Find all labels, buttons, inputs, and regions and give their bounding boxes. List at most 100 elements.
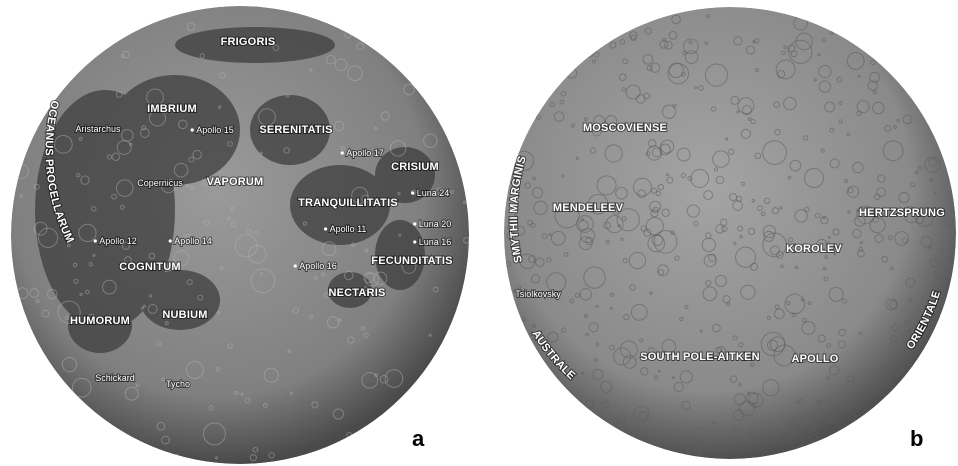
crater xyxy=(616,208,640,232)
crater xyxy=(401,259,417,274)
crater xyxy=(46,288,58,300)
crater xyxy=(712,421,717,425)
crater xyxy=(164,321,169,326)
crater xyxy=(254,230,259,236)
crater xyxy=(712,323,721,333)
crater xyxy=(506,231,517,241)
crater xyxy=(73,278,79,284)
crater xyxy=(576,215,594,233)
crater xyxy=(740,181,745,187)
crater xyxy=(720,218,728,226)
crater xyxy=(803,167,825,189)
crater xyxy=(852,228,862,239)
crater xyxy=(203,220,210,226)
crater xyxy=(748,392,764,408)
crater xyxy=(76,173,81,178)
crater xyxy=(84,289,90,295)
crater xyxy=(642,53,654,65)
crater xyxy=(234,234,258,258)
crater xyxy=(344,270,354,281)
crater xyxy=(824,101,836,113)
feature-label: APOLLO xyxy=(791,353,838,365)
crater xyxy=(732,427,736,431)
crater xyxy=(639,338,644,343)
crater xyxy=(826,376,830,380)
crater xyxy=(827,416,835,424)
crater xyxy=(148,252,156,260)
crater xyxy=(762,232,787,258)
crater xyxy=(649,62,661,73)
crater xyxy=(670,230,675,235)
feature-label: CRISIUM xyxy=(391,161,439,173)
crater xyxy=(705,14,710,18)
crater xyxy=(311,401,319,409)
crater xyxy=(78,223,97,243)
crater xyxy=(751,198,756,203)
crater xyxy=(517,285,522,290)
crater xyxy=(924,156,941,173)
crater xyxy=(876,187,887,198)
crater xyxy=(657,369,661,373)
crater xyxy=(619,39,626,45)
crater xyxy=(289,391,293,395)
crater xyxy=(593,357,598,362)
feature-label: SOUTH POLE-AITKEN xyxy=(640,351,760,363)
crater xyxy=(655,190,662,197)
crater xyxy=(784,293,806,315)
crater xyxy=(736,110,740,114)
crater xyxy=(622,58,629,65)
crater xyxy=(787,44,796,53)
crater xyxy=(609,292,615,297)
crater xyxy=(111,152,120,161)
crater xyxy=(185,360,204,379)
crater xyxy=(615,186,628,200)
crater xyxy=(676,147,691,162)
crater xyxy=(853,401,859,406)
crater xyxy=(702,286,718,302)
crater xyxy=(227,141,233,147)
crater xyxy=(637,189,647,199)
crater xyxy=(771,207,779,215)
crater xyxy=(890,266,894,271)
crater xyxy=(717,346,726,355)
crater xyxy=(814,212,821,219)
crater xyxy=(762,140,787,166)
feature-label: NUBIUM xyxy=(162,309,207,321)
crater xyxy=(661,208,670,217)
crater xyxy=(161,178,176,194)
crater xyxy=(928,245,932,250)
crater xyxy=(888,300,898,310)
crater xyxy=(177,119,188,130)
crater xyxy=(859,240,864,245)
crater xyxy=(732,335,738,341)
crater xyxy=(773,101,781,109)
crater xyxy=(629,284,636,291)
crater xyxy=(738,341,744,348)
crater xyxy=(783,45,787,49)
crater xyxy=(230,206,235,211)
crater xyxy=(837,340,846,349)
crater xyxy=(681,400,691,411)
crater xyxy=(671,14,681,25)
crater xyxy=(783,96,797,111)
crater xyxy=(766,315,772,320)
crater xyxy=(674,255,680,261)
site-dot xyxy=(168,239,172,243)
crater xyxy=(679,316,684,322)
crater xyxy=(684,50,699,64)
crater xyxy=(750,119,756,125)
crater xyxy=(546,257,552,263)
crater xyxy=(853,215,866,227)
crater xyxy=(596,175,617,196)
crater xyxy=(227,216,231,220)
crater xyxy=(824,255,829,260)
crater xyxy=(798,398,804,405)
crater xyxy=(260,272,264,276)
crater xyxy=(522,317,526,322)
site-dot xyxy=(293,264,297,268)
crater xyxy=(623,313,630,321)
crater xyxy=(585,399,595,409)
crater xyxy=(715,346,722,354)
crater xyxy=(827,235,831,240)
